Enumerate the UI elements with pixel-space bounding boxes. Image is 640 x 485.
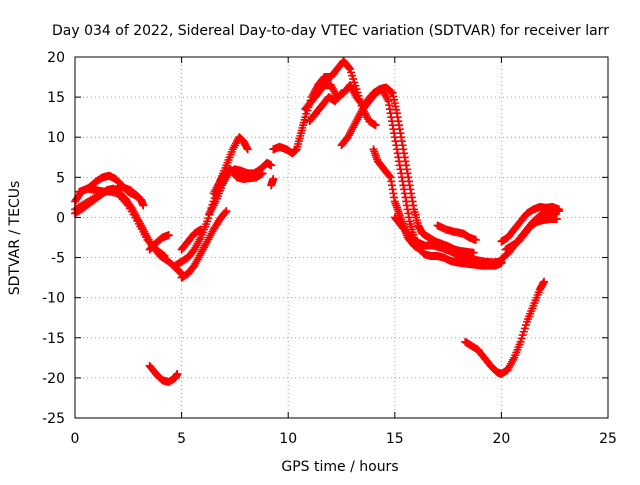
data-series — [177, 225, 205, 254]
data-point — [471, 235, 480, 244]
data-series — [171, 133, 252, 270]
data-point — [133, 192, 142, 201]
x-axis-label: GPS time / hours — [281, 459, 398, 475]
data-series — [301, 81, 367, 114]
data-point — [540, 277, 549, 286]
data-point — [221, 208, 230, 217]
data-series — [305, 89, 346, 126]
x-tick-label: 20 — [492, 431, 510, 447]
data-point — [134, 193, 143, 202]
data-point — [258, 169, 267, 178]
data-point — [159, 250, 168, 259]
y-tick-label: -5 — [51, 251, 65, 267]
data-point — [336, 90, 345, 99]
data-point — [160, 251, 169, 260]
y-tick-label: -15 — [42, 331, 65, 347]
data-point — [387, 88, 396, 97]
data-point — [385, 171, 394, 180]
data-point — [243, 145, 252, 154]
x-tick-label: 5 — [177, 431, 186, 447]
y-tick-label: -20 — [42, 371, 65, 387]
y-tick-label: -25 — [42, 411, 65, 427]
plot-frame — [74, 56, 609, 419]
data-series — [269, 57, 380, 158]
data-series — [461, 277, 549, 378]
x-tick-label: 0 — [71, 431, 80, 447]
data-point — [554, 205, 563, 214]
y-tick-label: 10 — [47, 130, 65, 146]
data-point — [139, 201, 148, 210]
data-series — [501, 215, 561, 254]
x-tick-label: 25 — [599, 431, 617, 447]
data-point — [337, 89, 346, 98]
data-point — [222, 207, 231, 216]
x-tick-label: 15 — [386, 431, 404, 447]
data-point — [269, 174, 278, 183]
data-series — [145, 361, 182, 386]
data-point — [371, 121, 380, 130]
data-point — [173, 369, 182, 378]
data-series — [145, 231, 173, 254]
data-series — [209, 165, 267, 198]
axis-layer: 0 5 10 15 20 25 -25 -20 -15 -10 -5 0 5 10 15 20 — [42, 50, 617, 447]
y-tick-label: 15 — [47, 90, 65, 106]
y-tick-label: 5 — [56, 170, 65, 186]
data-series — [267, 174, 278, 190]
x-tick-label: 10 — [279, 431, 297, 447]
y-tick-label: 0 — [56, 210, 65, 226]
data-point — [552, 215, 561, 224]
data-series — [390, 213, 506, 267]
data-point — [344, 63, 353, 72]
y-tick-label: 20 — [47, 50, 65, 66]
data-point — [267, 161, 276, 170]
y-tick-label: -10 — [42, 291, 65, 307]
data-series — [177, 207, 231, 282]
data-point — [164, 231, 173, 240]
data-layer — [71, 57, 563, 386]
data-series — [433, 221, 480, 244]
chart-title: Day 034 of 2022, Sidereal Day-to-day VTE… — [52, 23, 609, 39]
y-axis-label: SDTVAR / TECUs — [7, 181, 23, 296]
data-series — [497, 203, 563, 246]
